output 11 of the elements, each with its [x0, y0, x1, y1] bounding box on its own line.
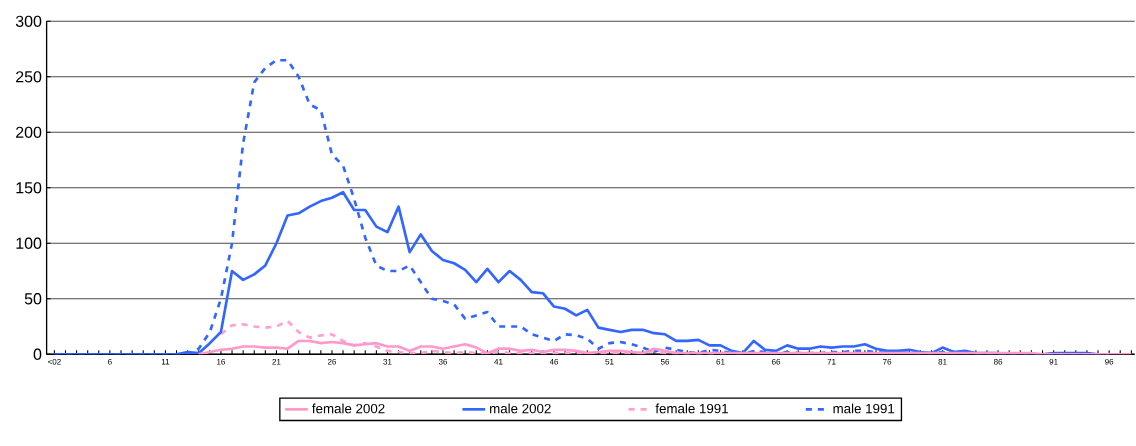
legend-label: male 2002 [490, 403, 551, 414]
y-tick-label: 250 [16, 71, 42, 83]
y-tick-label: 300 [15, 15, 42, 27]
y-tick-label: 100 [16, 237, 42, 249]
legend-label: female 2002 [312, 403, 385, 414]
y-tick-label: 150 [16, 182, 42, 194]
y-tick-label: 200 [16, 126, 42, 138]
y-tick-label: 50 [24, 293, 42, 305]
legend-label: female 1991 [655, 403, 728, 414]
legend-label: male 1991 [833, 403, 895, 414]
y-tick-label: 0 [33, 348, 42, 360]
